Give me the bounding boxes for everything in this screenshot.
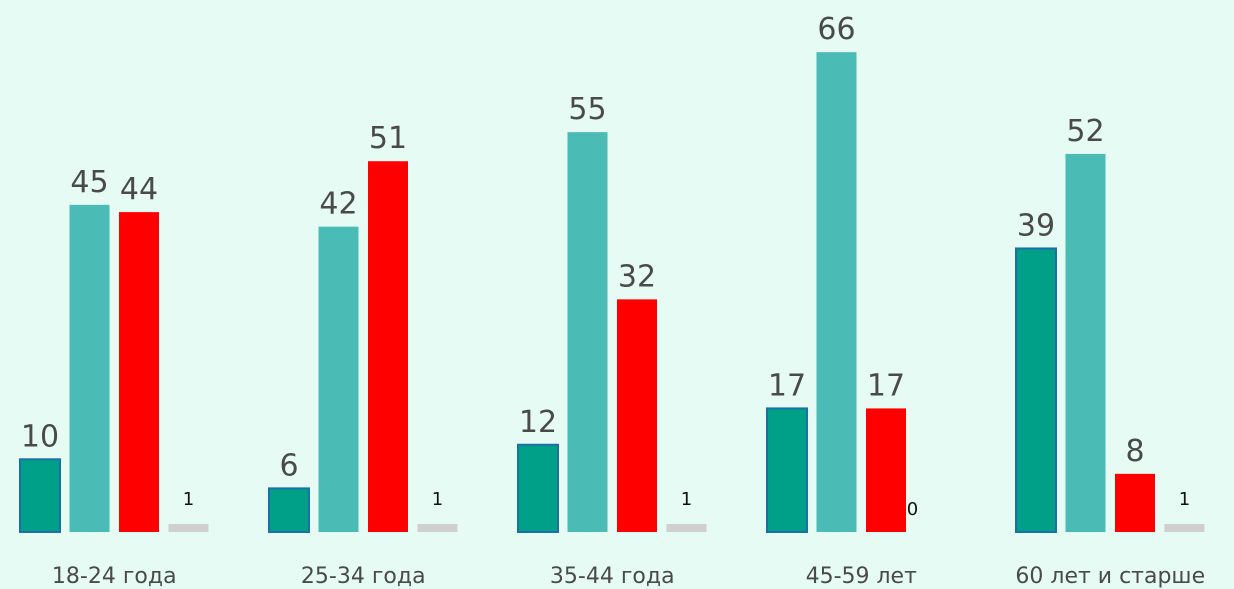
category-label-1: 18-24 года (52, 564, 177, 589)
value-label-3-1: 12 (519, 405, 557, 440)
category-label-4: 45-59 лет (806, 564, 918, 589)
bar-3-4 (666, 524, 707, 532)
value-label-1-4: 1 (183, 489, 194, 510)
value-label-5-2: 52 (1066, 114, 1104, 149)
value-label-1-3: 44 (120, 172, 158, 207)
value-label-3-4: 1 (681, 489, 692, 510)
value-labels-layer: 10 45 44 1 6 42 51 1 12 55 32 1 17 66 17 0 39 52 8 1 (21, 12, 1190, 520)
bar-1-3 (119, 212, 159, 532)
category-label-5: 60 лет и старше (1015, 564, 1205, 589)
bars-layer (19, 52, 1205, 534)
bar-5-3 (1115, 473, 1155, 532)
value-label-2-3: 51 (369, 121, 407, 156)
bar-2-3 (368, 161, 408, 533)
bar-4-1 (766, 407, 808, 533)
bar-3-3 (617, 299, 657, 532)
bar-2-4 (417, 524, 458, 532)
value-label-5-3: 8 (1125, 434, 1144, 469)
bar-4-3 (866, 408, 906, 532)
value-label-1-1: 10 (21, 419, 59, 454)
value-label-4-2: 66 (817, 12, 855, 47)
bar-1-1 (19, 458, 61, 533)
bar-1-4 (168, 524, 209, 532)
value-label-4-4: 0 (907, 499, 918, 520)
category-labels-layer: 18-24 года 25-34 года 35-44 года 45-59 лет 6… (52, 564, 1205, 589)
value-label-4-1: 17 (768, 368, 806, 403)
value-label-5-1: 39 (1017, 208, 1055, 243)
category-label-3: 35-44 года (550, 564, 675, 589)
bar-3-1 (517, 443, 559, 534)
bar-4-2 (816, 52, 857, 533)
bar-5-1 (1015, 247, 1057, 533)
value-label-5-4: 1 (1179, 489, 1190, 510)
category-label-2: 25-34 года (301, 564, 426, 589)
value-label-2-1: 6 (279, 448, 298, 483)
value-label-4-3: 17 (867, 368, 905, 403)
value-label-1-2: 45 (70, 165, 108, 200)
value-label-2-4: 1 (432, 489, 443, 510)
bar-3-2 (567, 132, 608, 532)
bar-5-4 (1164, 524, 1205, 532)
bar-2-1 (268, 487, 310, 534)
value-label-3-3: 32 (618, 259, 656, 294)
value-label-3-2: 55 (568, 92, 606, 127)
value-label-2-2: 42 (319, 187, 357, 222)
bar-5-2 (1065, 153, 1106, 532)
bar-1-2 (69, 204, 110, 532)
bar-2-2 (318, 226, 359, 532)
